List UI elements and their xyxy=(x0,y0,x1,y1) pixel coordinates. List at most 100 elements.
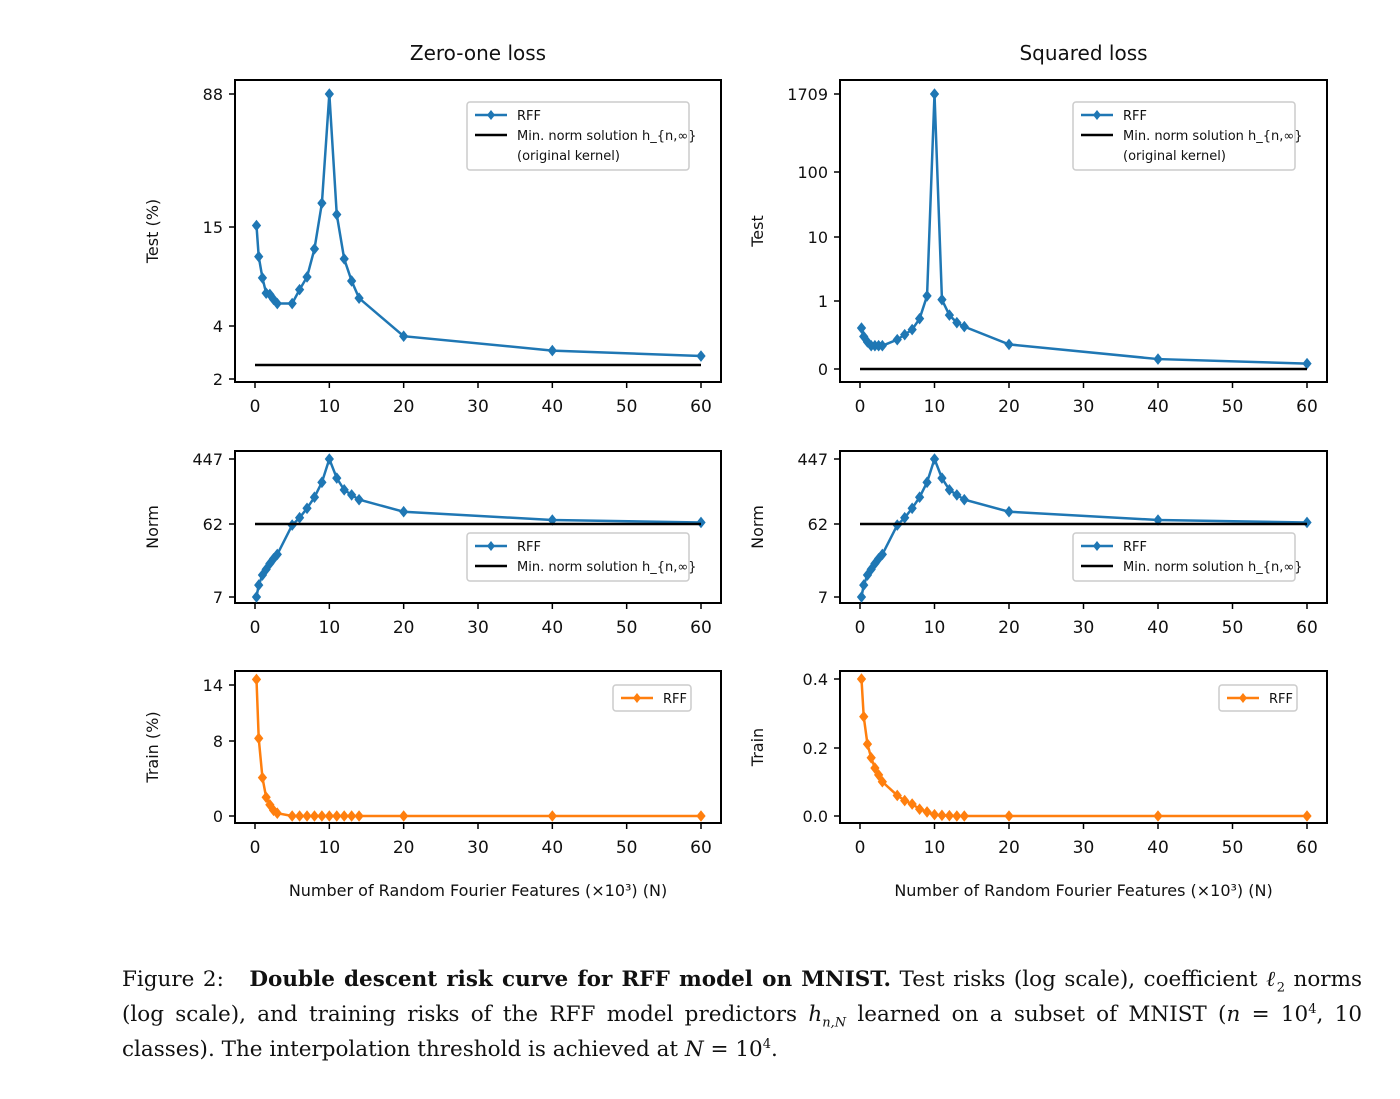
x-tick-label: 60 xyxy=(690,618,712,638)
legend: RFF Min. norm solution h_{n,∞} (original k… xyxy=(466,101,697,171)
x-tick-label: 0 xyxy=(855,838,866,858)
y-tick-label: 10 xyxy=(808,228,828,247)
legend-label-original-kernel: (original kernel) xyxy=(517,149,620,164)
y-axis-label: Norm xyxy=(748,505,767,549)
rff-data-point xyxy=(1153,353,1163,365)
rff-data-point xyxy=(914,803,925,815)
x-tick-label: 30 xyxy=(1073,838,1095,858)
caption-end: . xyxy=(771,1037,778,1062)
rff-data-point xyxy=(399,810,409,822)
rff-data-point xyxy=(1302,516,1312,529)
rff-data-point xyxy=(257,272,268,284)
rff-data-point xyxy=(354,292,364,304)
rff-data-point xyxy=(873,769,884,781)
legend-rff-marker xyxy=(1093,110,1101,120)
rff-data-point xyxy=(254,732,264,745)
legend-box xyxy=(1072,101,1296,171)
legend-label-rff: RFF xyxy=(1123,540,1147,555)
x-tick-label: 50 xyxy=(1222,618,1244,638)
legend-label-rff: RFF xyxy=(663,692,687,707)
y-axis-label: Norm xyxy=(143,505,162,549)
legend-label-rff: RFF xyxy=(517,540,541,555)
x-tick-label: 10 xyxy=(924,397,946,417)
rff-data-point xyxy=(900,511,910,524)
rff-data-point xyxy=(251,219,262,232)
rff-data-point xyxy=(944,809,955,822)
y-axis-label: Train (%) xyxy=(143,711,162,783)
rff-data-point xyxy=(332,472,342,484)
x-tick-label: 40 xyxy=(542,397,564,417)
y-tick-label: 15 xyxy=(203,218,223,237)
rff-data-point xyxy=(251,591,262,603)
x-tick-label: 10 xyxy=(319,618,341,638)
x-tick-label: 30 xyxy=(1073,397,1095,417)
caption-text2: norms (log scale), and training risks of… xyxy=(122,967,1363,1027)
chart-panel-6: Train Number of Random Fourier Features (… xyxy=(748,670,1328,900)
x-tick-label: 20 xyxy=(393,618,415,638)
rff-data-point xyxy=(959,320,969,333)
x-tick-label: 50 xyxy=(616,618,638,638)
y-tick-label: 1 xyxy=(818,292,828,311)
rff-data-point xyxy=(929,88,940,100)
rff-data-point xyxy=(354,810,364,822)
rff-data-point xyxy=(922,290,932,302)
rff-data-point xyxy=(877,548,887,561)
rff-data-point xyxy=(1302,810,1312,822)
legend: RFF Min. norm solution h_{n,∞} (original k… xyxy=(1072,101,1303,171)
y-tick-label: 88 xyxy=(203,85,223,104)
rff-data-point xyxy=(324,810,334,822)
x-tick-label: 60 xyxy=(1296,397,1318,417)
rff-data-point xyxy=(856,673,867,685)
y-tick-label: 0 xyxy=(818,360,828,379)
chart-panel-2: Squared loss Test 0 10 20 30 40 50 60 0 1 10 100 1709… xyxy=(748,41,1328,417)
rff-data-point xyxy=(309,243,320,255)
caption-l2-sub: 2 xyxy=(1276,980,1285,996)
chart-panel-1: Zero-one loss Test (%) 0 10 20 30 40 50 60 2 4 15 88… xyxy=(143,41,722,417)
rff-data-point xyxy=(859,579,869,591)
rff-data-point xyxy=(399,505,409,518)
rff-data-point xyxy=(959,493,969,506)
x-tick-label: 10 xyxy=(924,838,946,858)
legend-label-original-kernel: (original kernel) xyxy=(1123,149,1226,164)
y-tick-label: 100 xyxy=(797,163,828,182)
rff-data-point xyxy=(324,453,334,465)
rff-data-point xyxy=(332,208,342,221)
y-tick-label: 7 xyxy=(818,588,828,607)
rff-data-point xyxy=(892,333,902,346)
y-tick-label: 447 xyxy=(797,450,828,469)
rff-data-point xyxy=(324,88,334,100)
rff-data-point xyxy=(922,476,932,489)
x-tick-label: 20 xyxy=(998,838,1020,858)
rff-data-point xyxy=(251,673,262,686)
rff-data-point xyxy=(317,810,327,822)
x-tick-label: 20 xyxy=(393,838,415,858)
x-tick-label: 60 xyxy=(690,397,712,417)
y-axis-label: Test (%) xyxy=(143,199,162,264)
y-tick-label: 62 xyxy=(203,515,223,534)
y-tick-label: 447 xyxy=(192,450,223,469)
rff-data-point xyxy=(900,328,910,341)
x-tick-label: 60 xyxy=(1296,838,1318,858)
rff-data-point xyxy=(856,591,867,603)
caption-N: N xyxy=(684,1037,704,1062)
legend: RFF xyxy=(1218,684,1298,712)
rff-data-point xyxy=(870,762,880,774)
x-tick-label: 10 xyxy=(924,618,946,638)
chart-panel-4: Norm 0 10 20 30 40 50 60 7 62 447 RFF Min. norm solu… xyxy=(748,450,1328,638)
rff-data-point xyxy=(1004,810,1014,822)
rff-data-point xyxy=(1153,810,1163,822)
legend-label-minnorm: Min. norm solution h_{n,∞} xyxy=(517,129,697,144)
rff-data-point xyxy=(922,806,932,818)
legend-label-minnorm: Min. norm solution h_{n,∞} xyxy=(1123,560,1303,575)
y-tick-label: 14 xyxy=(203,676,223,695)
caption-eq2: = 10 xyxy=(703,1037,763,1062)
y-tick-label: 0.0 xyxy=(803,807,828,826)
legend-box xyxy=(466,101,690,171)
legend-box xyxy=(1072,532,1296,582)
x-tick-label: 50 xyxy=(616,838,638,858)
y-tick-label: 62 xyxy=(808,515,828,534)
rff-data-point xyxy=(944,484,955,496)
caption-eq: = 10 xyxy=(1240,1002,1309,1027)
caption-h: h xyxy=(808,1002,823,1027)
